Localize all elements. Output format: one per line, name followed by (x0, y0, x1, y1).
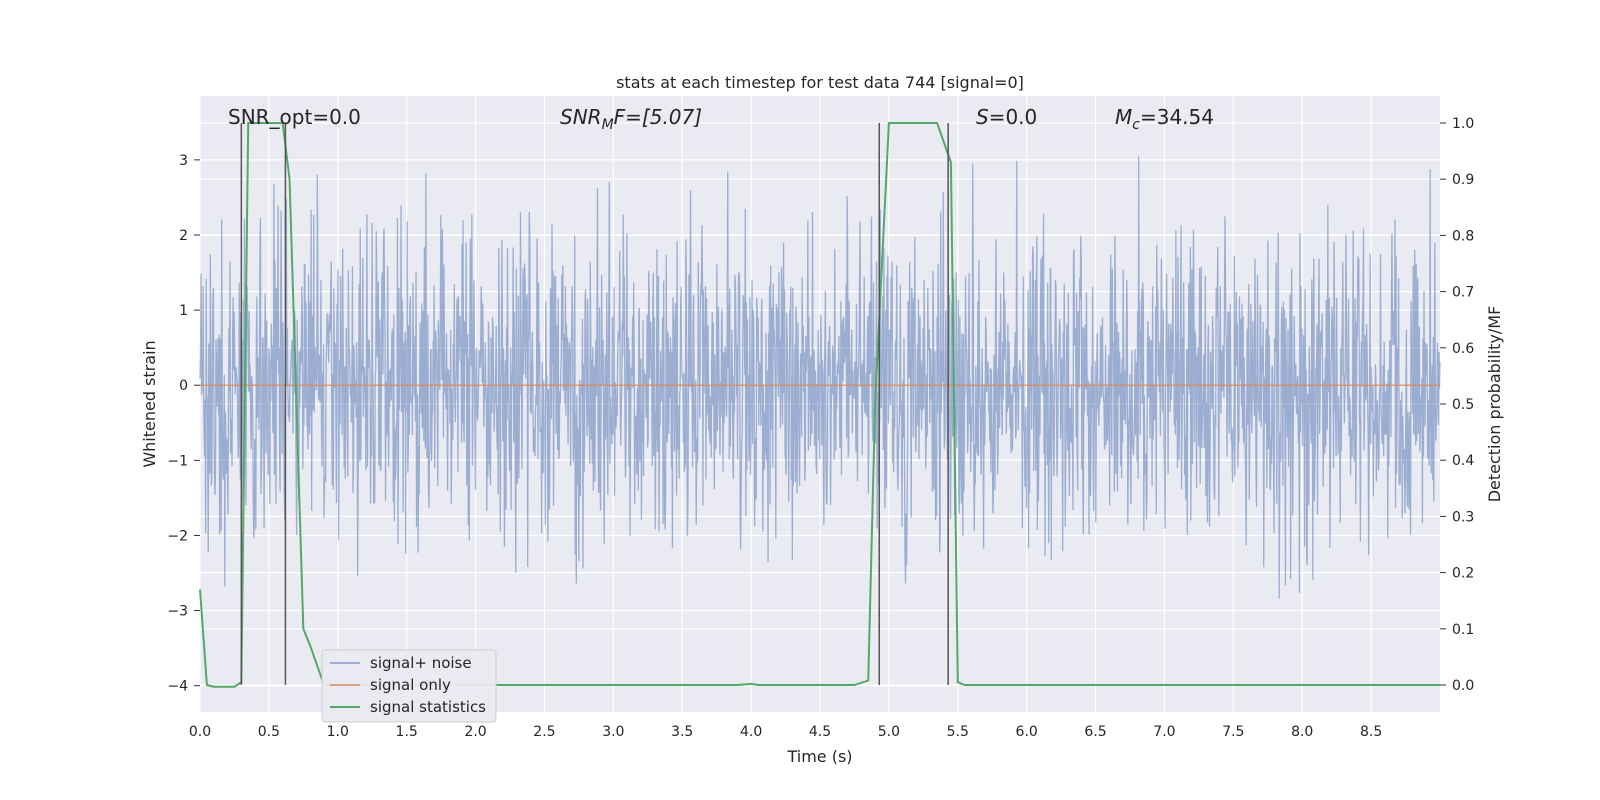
y2-tick-label: 0.3 (1452, 509, 1474, 525)
annotation-s: S=0.0 (976, 105, 1037, 129)
annotation-mc-base: M (1115, 105, 1132, 129)
x-tick-label: 5.0 (878, 724, 900, 740)
y-tick-label: −3 (167, 604, 188, 620)
y2-tick-label: 0.2 (1452, 566, 1474, 582)
y2-tick-label: 0.5 (1452, 397, 1474, 413)
y2-tick-label: 0.4 (1452, 453, 1474, 469)
y-tick-label: −1 (167, 453, 188, 469)
annotation-snr-mf-rest: F=[5.07] (614, 105, 702, 129)
y-tick-label: −2 (167, 528, 188, 544)
signal-noise-line (199, 156, 1441, 599)
x-tick-label: 8.5 (1360, 724, 1382, 740)
x-tick-label: 2.0 (464, 724, 486, 740)
x-tick-label: 4.0 (740, 724, 762, 740)
y2-tick-label: 0.1 (1452, 622, 1474, 638)
y2-tick-label: 0.6 (1452, 341, 1474, 357)
y2-tick-label: 1.0 (1452, 116, 1474, 132)
x-tick-label: 2.5 (533, 724, 555, 740)
vertical-markers (240, 122, 949, 686)
annotation-snr-mf-base: SNR (560, 105, 602, 129)
signal-statistics-line (199, 121, 1440, 688)
y-tick-label: 3 (179, 153, 188, 169)
x-tick-label: 3.0 (602, 724, 624, 740)
annotation-snr-mf: SNRMF=[5.07] (560, 105, 702, 133)
x-tick-label: 7.5 (1222, 724, 1244, 740)
annotation-snr-mf-sub: M (602, 117, 614, 133)
legend-label-signal-only: signal only (370, 676, 451, 694)
annotation-snr-opt: SNR_opt=0.0 (228, 105, 361, 129)
y2-tick-label: 0.7 (1452, 285, 1474, 301)
x-tick-label: 1.0 (327, 724, 349, 740)
y2-axis: 0.0 0.1 0.2 0.3 0.4 0.5 0.6 0.7 0.8 0.9 1.0 (1440, 116, 1474, 694)
y-tick-label: 2 (179, 228, 188, 244)
annotation-mc-sub: c (1132, 117, 1140, 133)
y2-tick-label: 0.0 (1452, 678, 1474, 694)
series-lines (199, 121, 1440, 688)
x-tick-label: 4.5 (809, 724, 831, 740)
annotation-mc: Mc=34.54 (1115, 105, 1214, 133)
x-tick-label: 8.0 (1291, 724, 1313, 740)
legend: signal+ noise signal only signal statist… (321, 649, 497, 723)
annotation-mc-rest: =34.54 (1140, 105, 1214, 129)
chart-title: stats at each timestep for test data 744… (616, 73, 1024, 92)
x-tick-label: 6.5 (1084, 724, 1106, 740)
x-tick-label: 5.5 (947, 724, 969, 740)
y-tick-label: 0 (179, 378, 188, 394)
x-tick-label: 0.5 (258, 724, 280, 740)
y2-tick-label: 0.9 (1452, 172, 1474, 188)
annotation-s-rest: =0.0 (989, 105, 1038, 129)
legend-box (321, 649, 497, 723)
x-tick-label: 7.0 (1153, 724, 1175, 740)
x-tick-label: 0.0 (189, 724, 211, 740)
x-axis-label: Time (s) (786, 747, 852, 766)
x-tick-label: 6.0 (1016, 724, 1038, 740)
y-tick-label: 1 (179, 303, 188, 319)
y2-axis-label: Detection probability/MF (1485, 306, 1504, 503)
x-tick-label: 3.5 (671, 724, 693, 740)
legend-label-signal-noise: signal+ noise (370, 654, 472, 672)
y2-tick-label: 0.8 (1452, 228, 1474, 244)
annotation-s-label: S (976, 105, 989, 129)
x-axis: 0.0 0.5 1.0 1.5 2.0 2.5 3.0 3.5 4.0 4.5 5.0 5.5 6.0 6… (189, 724, 1382, 740)
y-tick-label: −4 (167, 679, 188, 695)
y-axis: −4 −3 −2 −1 0 1 2 3 (167, 153, 200, 695)
legend-label-signal-statistics: signal statistics (370, 698, 486, 716)
series-signal-noise (199, 156, 1441, 599)
y-axis-label: Whitened strain (140, 340, 159, 467)
x-tick-label: 1.5 (396, 724, 418, 740)
